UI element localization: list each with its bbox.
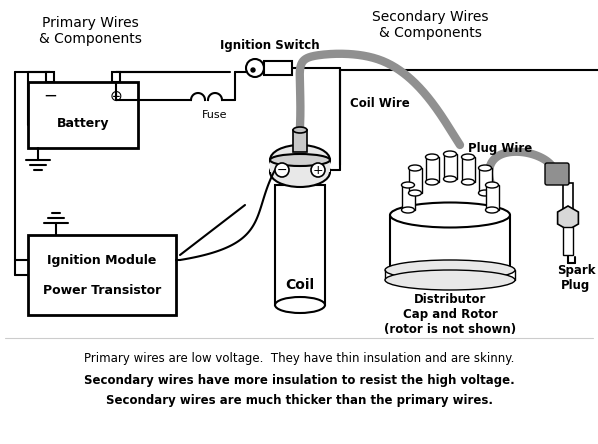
Text: −: −: [277, 163, 287, 177]
Text: Secondary wires have more insulation to resist the high voltage.: Secondary wires have more insulation to …: [84, 374, 514, 387]
Ellipse shape: [426, 154, 438, 160]
Bar: [563, 183, 573, 213]
Ellipse shape: [401, 207, 414, 213]
Text: Primary Wires
& Components: Primary Wires & Components: [38, 16, 142, 46]
Ellipse shape: [390, 250, 510, 280]
Text: Secondary wires are much thicker than the primary wires.: Secondary wires are much thicker than th…: [105, 394, 493, 407]
Text: Coil Wire: Coil Wire: [350, 96, 410, 110]
Ellipse shape: [462, 179, 474, 185]
Text: Fuse: Fuse: [202, 110, 228, 120]
Ellipse shape: [270, 145, 330, 175]
Bar: [264, 61, 292, 75]
Ellipse shape: [408, 190, 422, 196]
Text: Battery: Battery: [57, 116, 109, 130]
Bar: [563, 227, 573, 255]
Ellipse shape: [401, 182, 414, 188]
Bar: [112, 72, 120, 82]
Text: Primary wires are low voltage.  They have thin insulation and are skinny.: Primary wires are low voltage. They have…: [84, 352, 514, 365]
Circle shape: [311, 163, 325, 177]
Ellipse shape: [426, 179, 438, 185]
Bar: [270, 160, 330, 172]
FancyBboxPatch shape: [545, 163, 569, 185]
Text: +: +: [313, 163, 324, 177]
Bar: [275, 185, 325, 305]
Circle shape: [251, 68, 255, 72]
Text: Plug Wire: Plug Wire: [468, 142, 532, 155]
Circle shape: [275, 163, 289, 177]
Text: Ignition Switch: Ignition Switch: [220, 40, 320, 52]
Ellipse shape: [444, 151, 456, 157]
Bar: [478, 168, 492, 193]
Bar: [444, 154, 456, 179]
Text: Coil: Coil: [285, 278, 315, 292]
Bar: [46, 72, 54, 82]
Ellipse shape: [486, 207, 499, 213]
Ellipse shape: [270, 154, 330, 166]
Ellipse shape: [478, 190, 492, 196]
Bar: [426, 157, 438, 182]
Text: Distributor
Cap and Rotor
(rotor is not shown): Distributor Cap and Rotor (rotor is not …: [384, 293, 516, 336]
Ellipse shape: [478, 165, 492, 171]
Bar: [28, 82, 138, 148]
Circle shape: [246, 59, 264, 77]
Bar: [390, 215, 510, 265]
Bar: [408, 168, 422, 193]
Ellipse shape: [270, 157, 330, 187]
Text: ⊕: ⊕: [109, 88, 123, 103]
Ellipse shape: [444, 176, 456, 182]
Text: Ignition Module

Power Transistor: Ignition Module Power Transistor: [43, 254, 161, 297]
Bar: [28, 235, 176, 315]
Text: −: −: [43, 87, 57, 105]
Ellipse shape: [385, 270, 515, 290]
Ellipse shape: [293, 127, 307, 133]
Ellipse shape: [408, 165, 422, 171]
Text: Spark
Plug: Spark Plug: [557, 264, 595, 292]
Bar: [293, 130, 307, 152]
Ellipse shape: [275, 297, 325, 313]
Bar: [486, 185, 499, 210]
Ellipse shape: [486, 182, 499, 188]
Text: Secondary Wires
& Components: Secondary Wires & Components: [372, 10, 488, 40]
Ellipse shape: [390, 202, 510, 227]
Ellipse shape: [385, 260, 515, 280]
Ellipse shape: [462, 154, 474, 160]
Bar: [401, 185, 414, 210]
Bar: [462, 157, 474, 182]
